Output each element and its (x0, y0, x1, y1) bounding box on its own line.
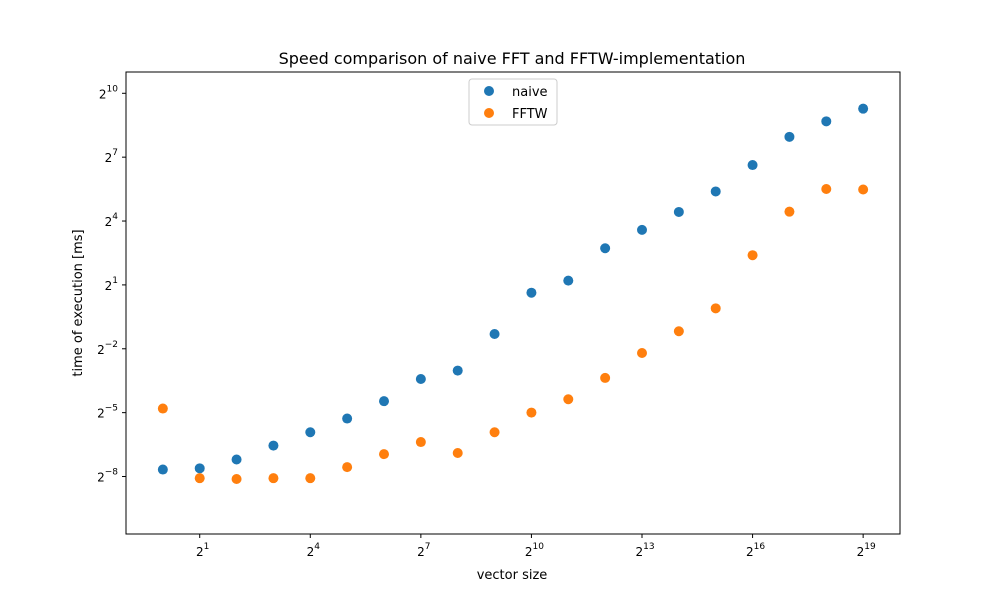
y-tick-label: 27 (105, 148, 118, 165)
data-point-fftw (637, 348, 647, 359)
x-axis-ticks: 21 24 27 210 213 216 219 (196, 534, 876, 559)
data-point-fftw (821, 183, 832, 194)
x-tick-label: 213 (635, 542, 654, 559)
y-tick-label: 210 (99, 84, 118, 101)
y-tick-label: 21 (105, 276, 118, 293)
y-tick-label: 2−8 (97, 468, 118, 485)
data-point-naive (563, 275, 574, 286)
legend: naive FFTW (468, 78, 558, 126)
data-point-naive (710, 186, 721, 197)
x-tick-label: 27 (417, 542, 430, 559)
legend-label-naive: naive (512, 85, 548, 100)
data-point-fftw (194, 473, 205, 484)
data-point-naive (268, 440, 279, 451)
data-point-fftw (231, 474, 242, 485)
legend-label-fftw: FFTW (512, 107, 548, 122)
data-point-naive (858, 103, 869, 114)
y-axis-title: time of execution [ms] (71, 229, 86, 376)
y-tick-label: 2−2 (97, 340, 118, 357)
data-point-fftw (747, 250, 758, 261)
data-point-naive (157, 464, 168, 475)
data-point-fftw (858, 184, 869, 195)
x-tick-label: 24 (307, 542, 321, 559)
data-point-naive (821, 116, 832, 127)
data-point-fftw (342, 462, 353, 473)
data-point-fftw (415, 437, 426, 448)
data-point-naive (194, 463, 205, 474)
data-point-naive (784, 131, 795, 142)
data-point-fftw (379, 449, 389, 460)
data-point-naive (600, 243, 611, 254)
data-point-naive (747, 160, 758, 171)
data-point-fftw (710, 303, 721, 314)
data-point-fftw (600, 372, 611, 383)
data-point-fftw (784, 206, 795, 217)
data-point-naive (452, 365, 463, 376)
data-point-naive (379, 396, 389, 407)
data-point-naive (231, 454, 242, 465)
data-point-naive (489, 329, 500, 340)
legend-marker-naive (484, 86, 494, 96)
legend-marker-fftw (484, 108, 494, 118)
data-point-naive (673, 206, 684, 217)
x-tick-label: 216 (746, 542, 765, 559)
data-point-fftw (305, 473, 316, 484)
data-point-naive (415, 373, 426, 384)
data-point-naive (305, 427, 316, 438)
data-point-fftw (563, 394, 574, 405)
data-point-fftw (157, 403, 168, 414)
x-tick-label: 210 (525, 542, 544, 559)
series-naive (157, 103, 869, 475)
x-axis-title: vector size (477, 568, 548, 583)
y-tick-label: 24 (105, 212, 119, 229)
y-axis-ticks: 2−8 2−5 2−2 21 24 27 210 (97, 84, 126, 485)
data-point-fftw (268, 473, 279, 484)
y-tick-label: 2−5 (97, 404, 118, 421)
data-point-naive (637, 224, 647, 235)
x-tick-label: 21 (196, 542, 209, 559)
x-tick-label: 219 (857, 542, 876, 559)
plot-frame (125, 71, 901, 535)
series-fftw (157, 183, 869, 485)
data-points (157, 103, 869, 485)
data-point-fftw (673, 326, 684, 337)
data-point-naive (526, 287, 537, 298)
data-point-fftw (489, 427, 500, 438)
data-point-fftw (452, 447, 463, 458)
data-point-fftw (526, 407, 537, 418)
data-point-naive (342, 413, 353, 424)
chart-title: Speed comparison of naive FFT and FFTW-i… (279, 49, 746, 68)
plot-area (125, 71, 901, 535)
